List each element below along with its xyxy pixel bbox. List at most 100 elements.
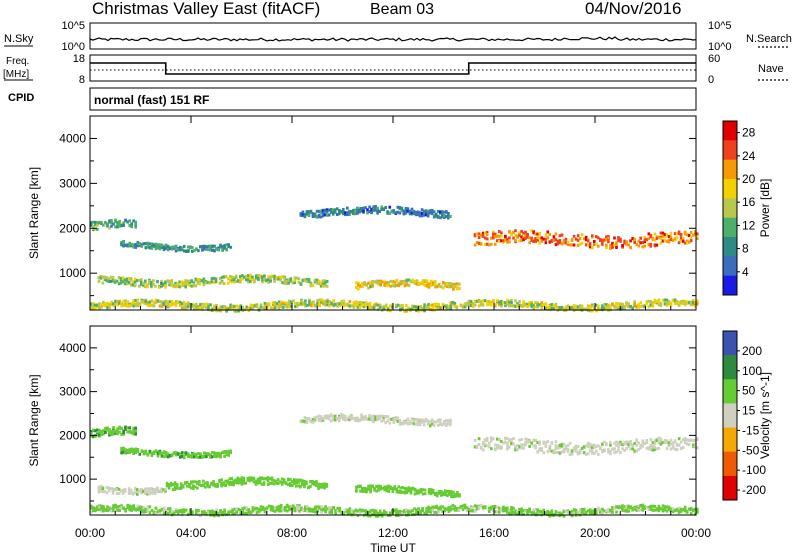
data-cell bbox=[284, 481, 288, 485]
data-cell bbox=[193, 249, 196, 252]
data-cell bbox=[362, 509, 366, 513]
data-cell bbox=[399, 279, 403, 283]
data-cell bbox=[378, 509, 382, 513]
data-cell bbox=[443, 507, 447, 511]
data-cell bbox=[206, 481, 209, 485]
data-cell bbox=[613, 447, 616, 451]
data-cell bbox=[629, 304, 632, 308]
data-cell bbox=[198, 480, 201, 483]
data-cell bbox=[210, 481, 213, 485]
data-cell bbox=[554, 305, 558, 309]
data-cell bbox=[576, 445, 580, 448]
data-cell bbox=[623, 241, 626, 245]
data-cell bbox=[494, 448, 497, 451]
data-cell bbox=[118, 301, 121, 305]
data-cell bbox=[303, 416, 307, 419]
data-cell bbox=[637, 303, 640, 307]
data-cell bbox=[142, 450, 146, 454]
data-cell bbox=[314, 505, 317, 509]
data-cell bbox=[669, 231, 673, 235]
data-cell bbox=[355, 485, 358, 489]
data-cell bbox=[518, 445, 521, 449]
data-cell bbox=[508, 300, 511, 304]
data-cell bbox=[320, 510, 323, 514]
data-cell bbox=[669, 235, 673, 239]
data-cell bbox=[655, 236, 659, 240]
data-cell bbox=[498, 446, 501, 450]
data-cell bbox=[441, 213, 444, 217]
data-cell bbox=[110, 224, 113, 228]
data-cell bbox=[184, 249, 188, 253]
data-cell bbox=[400, 422, 404, 426]
data-cell bbox=[334, 509, 337, 513]
data-cell bbox=[106, 505, 109, 509]
data-cell bbox=[500, 507, 503, 511]
data-cell bbox=[324, 508, 327, 512]
data-cell bbox=[615, 246, 618, 249]
data-cell bbox=[425, 306, 428, 310]
data-cell bbox=[483, 236, 487, 240]
data-cell bbox=[637, 244, 640, 248]
data-cell bbox=[494, 504, 497, 508]
data-cell bbox=[439, 418, 442, 422]
data-cell bbox=[532, 304, 535, 308]
data-cell bbox=[326, 303, 329, 307]
data-cell bbox=[346, 206, 349, 210]
data-cell bbox=[447, 509, 451, 513]
data-cell bbox=[158, 509, 162, 513]
data-cell bbox=[131, 492, 135, 496]
data-cell bbox=[319, 483, 322, 487]
data-cell bbox=[675, 302, 679, 305]
data-cell bbox=[336, 304, 339, 308]
data-cell bbox=[344, 303, 348, 307]
data-cell bbox=[130, 222, 133, 226]
data-cell bbox=[683, 440, 687, 444]
data-cell bbox=[130, 242, 133, 246]
data-cell bbox=[152, 243, 156, 247]
data-cell bbox=[362, 305, 366, 309]
colorbar-tick-label: -200 bbox=[742, 483, 766, 497]
data-cell bbox=[661, 441, 665, 444]
data-cell bbox=[100, 430, 103, 434]
data-cell bbox=[209, 303, 212, 307]
data-cell bbox=[301, 214, 305, 218]
data-cell bbox=[487, 445, 491, 449]
data-cell bbox=[441, 423, 444, 427]
data-cell bbox=[435, 284, 439, 288]
data-cell bbox=[500, 299, 503, 303]
data-cell bbox=[540, 306, 544, 310]
data-cell bbox=[275, 302, 279, 306]
data-cell bbox=[427, 488, 431, 491]
data-cell bbox=[361, 282, 364, 286]
data-cell bbox=[112, 426, 115, 430]
data-cell bbox=[621, 447, 624, 451]
data-cell bbox=[192, 484, 195, 488]
data-cell bbox=[212, 276, 216, 280]
data-cell bbox=[242, 480, 246, 484]
data-cell bbox=[651, 504, 655, 508]
data-cell bbox=[233, 304, 236, 308]
data-cell bbox=[249, 307, 253, 311]
data-cell bbox=[588, 511, 592, 515]
data-cell bbox=[536, 305, 539, 309]
data-cell bbox=[146, 492, 149, 496]
y-tick-label: 3000 bbox=[59, 176, 86, 190]
data-cell bbox=[175, 485, 179, 489]
data-cell bbox=[564, 447, 568, 451]
data-cell bbox=[350, 417, 353, 421]
data-cell bbox=[367, 286, 370, 290]
data-cell bbox=[146, 245, 150, 249]
data-cell bbox=[211, 509, 214, 513]
data-cell bbox=[382, 207, 385, 211]
y-axis-label: Slant Range [km] bbox=[27, 374, 41, 466]
data-cell bbox=[158, 300, 162, 303]
data-cell bbox=[395, 487, 399, 491]
data-cell bbox=[191, 510, 194, 514]
data-cell bbox=[576, 510, 580, 514]
data-cell bbox=[348, 300, 352, 304]
data-cell bbox=[118, 509, 121, 513]
data-cell bbox=[603, 238, 606, 242]
data-cell bbox=[156, 486, 159, 490]
data-cell bbox=[544, 302, 548, 306]
data-cell bbox=[182, 508, 186, 512]
